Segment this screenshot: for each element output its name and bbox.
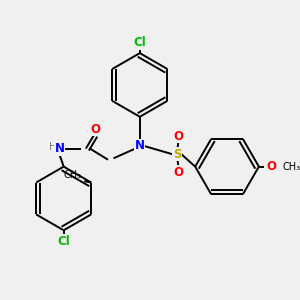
Text: N: N — [135, 139, 145, 152]
Text: Cl: Cl — [57, 235, 70, 248]
Text: S: S — [173, 148, 182, 161]
Text: H: H — [50, 142, 57, 152]
Text: CH₃: CH₃ — [282, 162, 300, 172]
Text: O: O — [174, 166, 184, 178]
Text: O: O — [91, 123, 100, 136]
Text: Cl: Cl — [134, 36, 146, 49]
Text: N: N — [55, 142, 64, 155]
Text: CH₃: CH₃ — [63, 170, 82, 180]
Text: O: O — [266, 160, 276, 173]
Text: O: O — [174, 130, 184, 143]
